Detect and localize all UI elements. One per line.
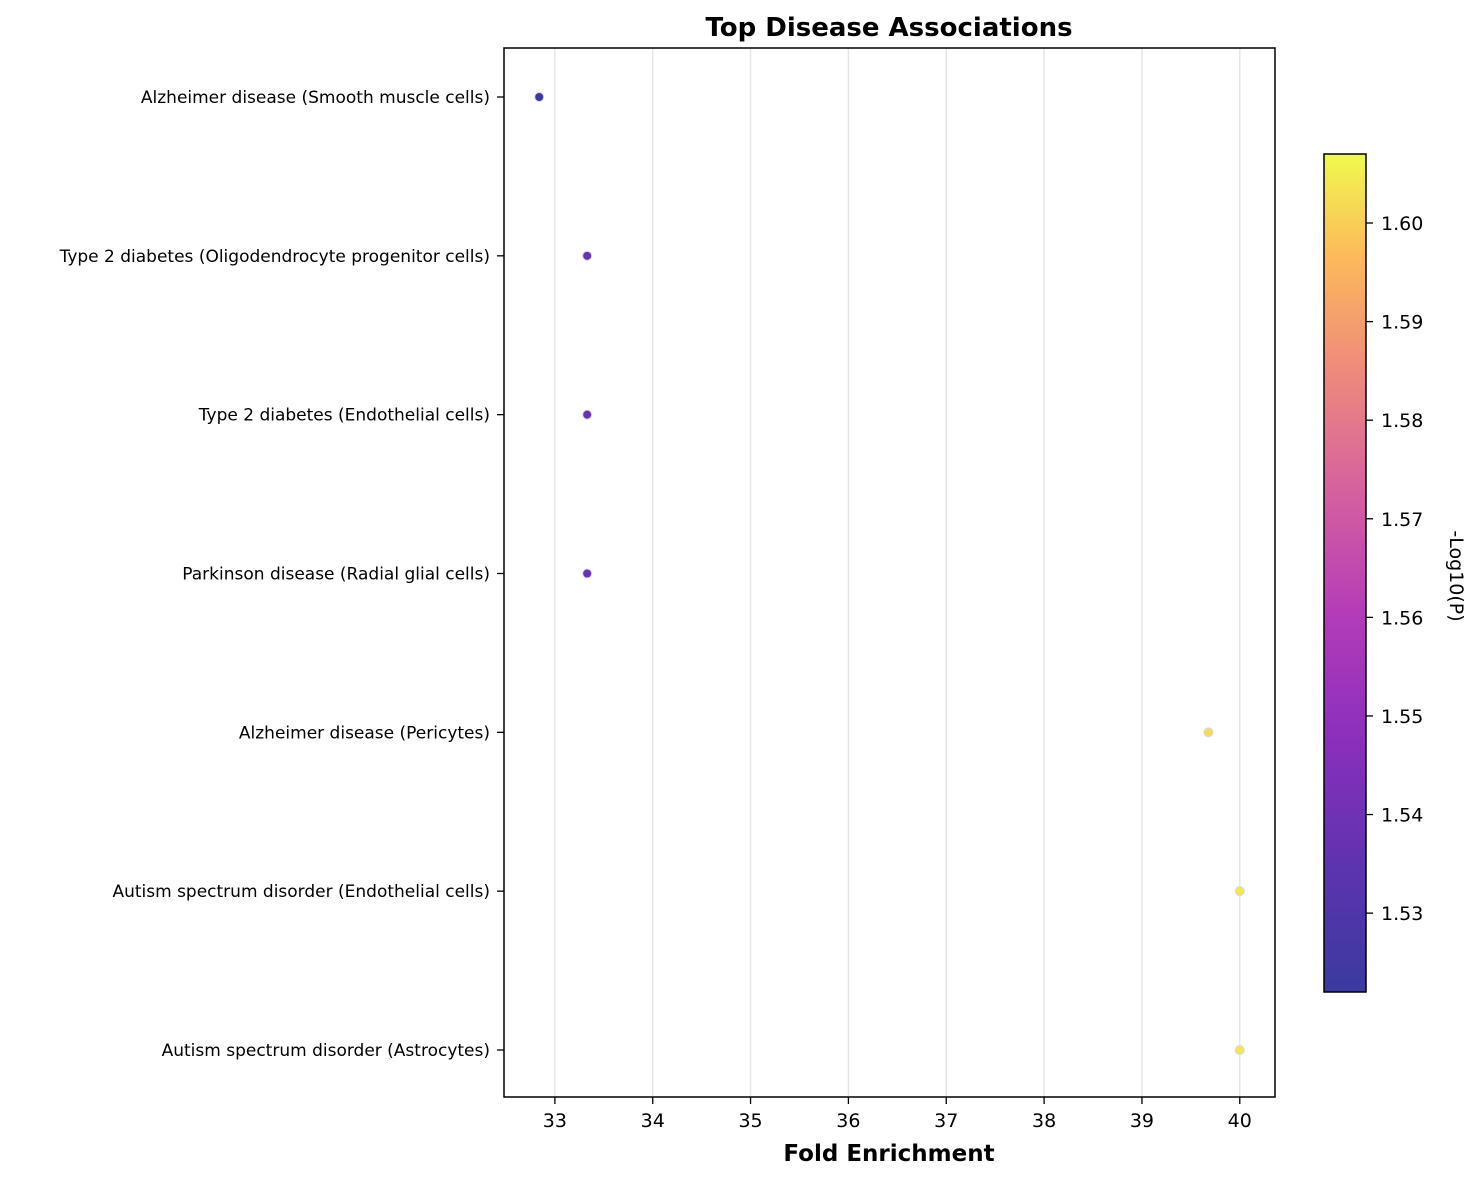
x-tick-label: 33 [543,1110,567,1132]
y-tick-label: Alzheimer disease (Smooth muscle cells) [141,88,490,108]
colorbar-tick-label: 1.55 [1381,706,1423,728]
data-point [1234,1045,1245,1055]
colorbar-tick-label: 1.57 [1381,509,1423,531]
gridlines [554,48,1241,1097]
colorbar-tick-label: 1.58 [1381,410,1423,432]
y-tick-label: Parkinson disease (Radial glial cells) [182,565,490,585]
y-tick-label: Type 2 diabetes (Oligodendrocyte progeni… [59,247,490,267]
x-axis-ticks: 33 34 35 36 37 38 39 40 [543,1097,1252,1132]
colorbar-tick-label: 1.59 [1381,312,1423,334]
x-axis-label: Fold Enrichment [783,1141,994,1167]
y-tick-label: Type 2 diabetes (Endothelial cells) [198,406,490,426]
data-point [582,568,593,579]
x-tick-label: 36 [836,1110,860,1132]
data-point [582,250,593,261]
colorbar [1323,153,1367,993]
y-tick-label: Autism spectrum disorder (Astrocytes) [162,1041,490,1061]
data-point [1203,727,1214,738]
data-point [534,92,545,102]
colorbar-tick-label: 1.56 [1381,607,1423,629]
colorbar-tick-label: 1.53 [1381,903,1423,925]
plot-area [503,47,1276,1098]
data-points [534,92,1245,1055]
x-tick-label: 39 [1130,1110,1154,1132]
chart-title: Top Disease Associations [705,13,1072,43]
y-axis-labels: Alzheimer disease (Smooth muscle cells) T… [59,88,504,1061]
data-point [582,409,593,420]
y-tick-label: Alzheimer disease (Pericytes) [239,723,490,743]
x-tick-label: 34 [641,1110,665,1132]
x-tick-label: 37 [934,1110,958,1132]
x-tick-label: 35 [738,1110,762,1132]
y-tick-label: Autism spectrum disorder (Endothelial ce… [112,882,490,902]
x-tick-label: 40 [1228,1110,1252,1132]
x-tick-label: 38 [1032,1110,1056,1132]
data-point [1234,886,1245,897]
colorbar-ticks: 1.53 1.54 1.55 1.56 1.57 1.58 1.59 1.60 [1366,213,1423,925]
colorbar-label: -Log10(P) [1445,530,1467,621]
colorbar-tick-label: 1.60 [1381,213,1423,235]
colorbar-tick-label: 1.54 [1381,805,1423,827]
